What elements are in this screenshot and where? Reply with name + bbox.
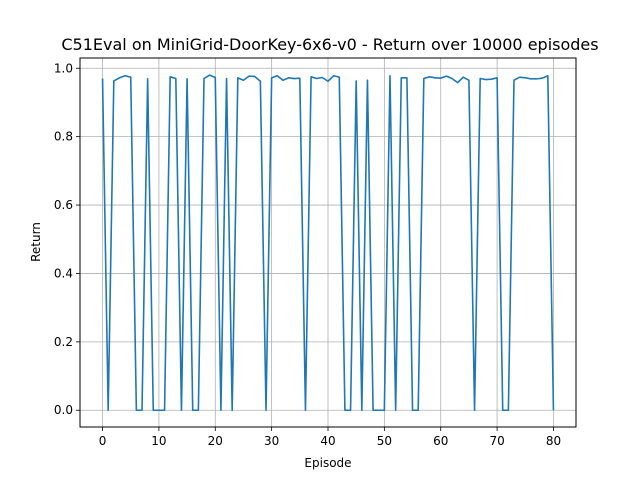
x-axis: 0 10 20 30 40 50 60 70 80 <box>99 427 561 448</box>
x-tick-label: 50 <box>377 434 392 448</box>
series-line <box>101 74 555 412</box>
x-tick-label: 20 <box>208 434 223 448</box>
y-tick-label: 0.8 <box>54 130 73 144</box>
chart-title: C51Eval on MiniGrid-DoorKey-6x6-v0 - Ret… <box>61 35 598 54</box>
x-axis-label: Episode <box>304 456 351 470</box>
x-tick-label: 60 <box>433 434 448 448</box>
x-tick-label: 10 <box>151 434 166 448</box>
x-tick-label: 0 <box>99 434 107 448</box>
x-tick-label: 80 <box>546 434 561 448</box>
y-axis-label: Return <box>29 222 43 262</box>
y-tick-label: 0.4 <box>54 266 73 280</box>
x-tick-label: 70 <box>489 434 504 448</box>
y-tick-label: 0.0 <box>54 403 73 417</box>
plot-area <box>101 74 555 412</box>
y-tick-label: 0.6 <box>54 198 73 212</box>
y-axis: 0.0 0.2 0.4 0.6 0.8 1.0 <box>54 61 80 417</box>
y-tick-label: 1.0 <box>54 61 73 75</box>
y-tick-label: 0.2 <box>54 335 73 349</box>
grid <box>80 58 576 427</box>
x-tick-label: 40 <box>320 434 335 448</box>
x-tick-label: 30 <box>264 434 279 448</box>
